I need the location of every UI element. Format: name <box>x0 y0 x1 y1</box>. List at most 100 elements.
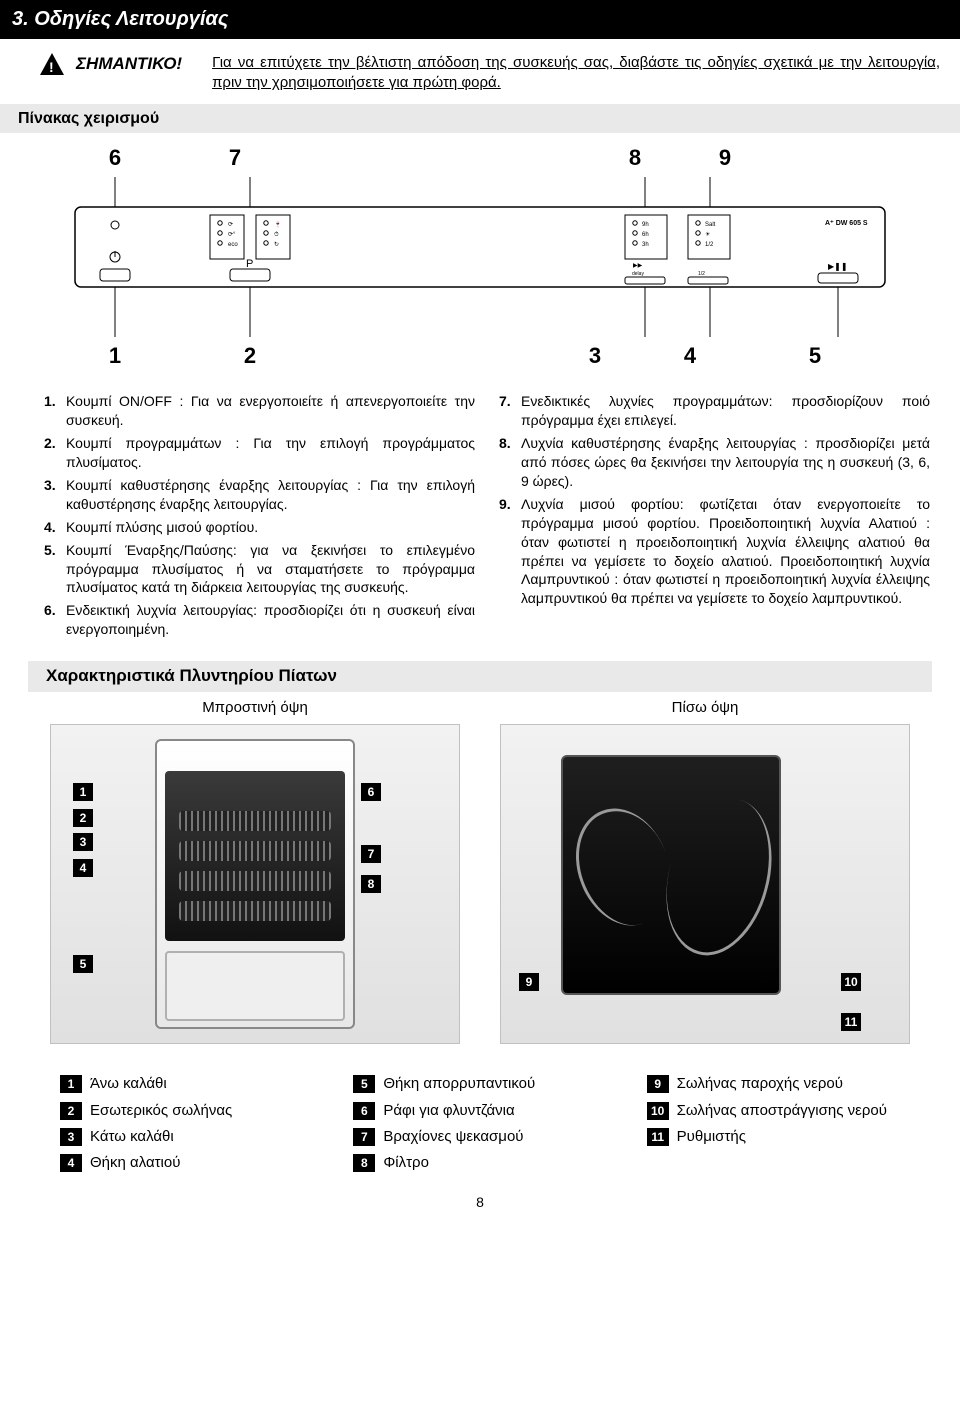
legend-item: 4 Θήκη αλατιού <box>60 1153 323 1173</box>
svg-text:A⁺ DW 605 S: A⁺ DW 605 S <box>825 220 868 227</box>
list-item: 3.Κουμπί καθυστέρησης έναρξης λειτουργία… <box>44 476 475 514</box>
legend-text: Κάτω καλάθι <box>90 1127 174 1147</box>
legend-badge: 11 <box>647 1128 669 1146</box>
legend-badge: 5 <box>353 1075 375 1093</box>
callout-3: 3 <box>550 341 640 371</box>
legend-column: 9 Σωλήνας παροχής νερού 10 Σωλήνας αποστράγ… <box>647 1074 910 1179</box>
legend-item: 11 Ρυθμιστής <box>647 1127 910 1147</box>
control-panel-diagram: 6 7 8 9 ⟳ ⟳° eco 🍷 ⏱ <box>0 133 960 388</box>
legend-text: Ρυθμιστής <box>677 1127 746 1147</box>
legend-column: 5 Θήκη απορρυπαντικού 6 Ράφι για φλυντζάνια… <box>353 1074 616 1179</box>
legend-badge: 1 <box>60 1075 82 1093</box>
legend-text: Άνω καλάθι <box>90 1074 167 1094</box>
list-item: 9.Λυχνία μισού φορτίου: φωτίζεται όταν ε… <box>499 495 930 608</box>
list-item: 1.Κουμπί ON/OFF : Για να ενεργοποιείτε ή… <box>44 392 475 430</box>
back-view-label: Πίσω όψη <box>500 698 910 718</box>
panel-svg: ⟳ ⟳° eco 🍷 ⏱ ↻ P 9h 6h 3h ▶▶ delay Salt … <box>70 177 890 337</box>
legend-item: 9 Σωλήνας παροχής νερού <box>647 1074 910 1094</box>
list-item: 6.Ενδεικτική λυχνία λειτουργίας: προσδιο… <box>44 601 475 639</box>
svg-text:Salt: Salt <box>705 222 716 228</box>
features-heading: Χαρακτηριστικά Πλυντηρίου Πίατων <box>28 661 932 692</box>
callout-7: 7 <box>160 143 310 173</box>
svg-text:P: P <box>246 258 253 270</box>
legend-item: 1 Άνω καλάθι <box>60 1074 323 1094</box>
svg-text:3h: 3h <box>642 242 649 248</box>
legend-badge: 10 <box>647 1102 669 1120</box>
left-list: 1.Κουμπί ON/OFF : Για να ενεργοποιείτε ή… <box>44 392 475 639</box>
svg-text:9h: 9h <box>642 222 649 228</box>
legend-item: 10 Σωλήνας αποστράγγισης νερού <box>647 1101 910 1121</box>
legend-badge: 2 <box>60 1102 82 1120</box>
legend-item: 8Φίλτρο <box>353 1153 616 1173</box>
num-badge: 8 <box>361 875 381 893</box>
legend-text: Θήκη απορρυπαντικού <box>383 1074 535 1094</box>
num-badge: 3 <box>73 833 93 851</box>
svg-text:1/2: 1/2 <box>698 271 705 277</box>
panel-heading: Πίνακας χειρισμού <box>0 104 960 134</box>
svg-text:🍷: 🍷 <box>274 220 281 228</box>
important-block: ΣΗΜΑΝΤΙΚΟ! Για να επιτύχετε την βέλτιστη… <box>0 39 960 104</box>
important-label: ΣΗΜΑΝΤΙΚΟ! <box>76 53 200 76</box>
callout-1: 1 <box>70 341 160 371</box>
legend-item: 2 Εσωτερικός σωλήνας <box>60 1101 323 1121</box>
svg-text:1/2: 1/2 <box>705 242 714 248</box>
important-text: Για να επιτύχετε την βέλτιστη απόδοση τη… <box>212 53 940 94</box>
legend-text: Σωλήνας παροχής νερού <box>677 1074 843 1094</box>
legend: 1 Άνω καλάθι 2 Εσωτερικός σωλήνας 3 Κάτω καλά… <box>0 1054 960 1189</box>
front-view-image: 1 2 3 4 5 6 7 8 <box>50 724 460 1044</box>
svg-text:⏱: ⏱ <box>274 231 279 238</box>
legend-badge: 9 <box>647 1075 669 1093</box>
callout-6: 6 <box>70 143 160 173</box>
num-badge: 2 <box>73 809 93 827</box>
legend-text: Θήκη αλατιού <box>90 1153 180 1173</box>
num-badge: 4 <box>73 859 93 877</box>
callout-4: 4 <box>640 341 740 371</box>
legend-text: Εσωτερικός σωλήνας <box>90 1101 232 1121</box>
svg-text:eco: eco <box>228 242 238 248</box>
svg-text:☀: ☀ <box>705 231 710 238</box>
panel-descriptions: 1.Κουμπί ON/OFF : Για να ενεργοποιείτε ή… <box>0 388 960 661</box>
warning-icon <box>40 53 64 75</box>
svg-text:▶❚❚: ▶❚❚ <box>828 262 848 271</box>
num-badge: 11 <box>841 1013 861 1031</box>
back-view-image: 9 10 11 <box>500 724 910 1044</box>
legend-item: 5 Θήκη απορρυπαντικού <box>353 1074 616 1094</box>
num-badge: 9 <box>519 973 539 991</box>
num-badge: 1 <box>73 783 93 801</box>
list-item: 2.Κουμπί προγραμμάτων : Για την επιλογή … <box>44 434 475 472</box>
svg-text:⟳: ⟳ <box>228 222 233 228</box>
callout-8: 8 <box>590 143 680 173</box>
legend-item: 7 Βραχίονες ψεκασμού <box>353 1127 616 1147</box>
list-item: 4.Κουμπί πλύσης μισού φορτίου. <box>44 518 475 537</box>
callout-5: 5 <box>740 341 890 371</box>
svg-text:▶▶: ▶▶ <box>633 263 643 269</box>
front-view-label: Μπροστινή όψη <box>50 698 460 718</box>
right-list: 7.Ενεδικτικές λυχνίες προγραμμάτων: προσ… <box>499 392 930 608</box>
num-badge: 5 <box>73 955 93 973</box>
legend-badge: 4 <box>60 1154 82 1172</box>
legend-badge: 7 <box>353 1128 375 1146</box>
section-title: 3. Οδηγίες Λειτουργίας <box>0 0 960 39</box>
legend-badge: 6 <box>353 1102 375 1120</box>
num-badge: 6 <box>361 783 381 801</box>
page-number: 8 <box>0 1189 960 1222</box>
legend-badge: 3 <box>60 1128 82 1146</box>
svg-text:⟳°: ⟳° <box>228 232 236 238</box>
callout-2: 2 <box>160 341 340 371</box>
legend-text: Ράφι για φλυντζάνια <box>383 1101 514 1121</box>
legend-item: 6 Ράφι για φλυντζάνια <box>353 1101 616 1121</box>
list-item: 5.Κουμπί Έναρξης/Παύσης: για να ξεκινήσε… <box>44 541 475 598</box>
num-badge: 7 <box>361 845 381 863</box>
list-item: 7.Ενεδικτικές λυχνίες προγραμμάτων: προσ… <box>499 392 930 430</box>
svg-text:6h: 6h <box>642 232 649 238</box>
callout-9: 9 <box>680 143 770 173</box>
list-item: 8.Λυχνία καθυστέρησης έναρξης λειτουργία… <box>499 434 930 491</box>
views-row: Μπροστινή όψη 1 2 3 4 5 6 7 8 Πίσω όψη 9 10 11 <box>0 692 960 1054</box>
legend-text: Βραχίονες ψεκασμού <box>383 1127 523 1147</box>
svg-text:delay: delay <box>632 271 644 277</box>
num-badge: 10 <box>841 973 861 991</box>
legend-column: 1 Άνω καλάθι 2 Εσωτερικός σωλήνας 3 Κάτω καλά… <box>60 1074 323 1179</box>
legend-text: Φίλτρο <box>383 1153 429 1173</box>
legend-item: 3 Κάτω καλάθι <box>60 1127 323 1147</box>
legend-text: Σωλήνας αποστράγγισης νερού <box>677 1101 887 1121</box>
